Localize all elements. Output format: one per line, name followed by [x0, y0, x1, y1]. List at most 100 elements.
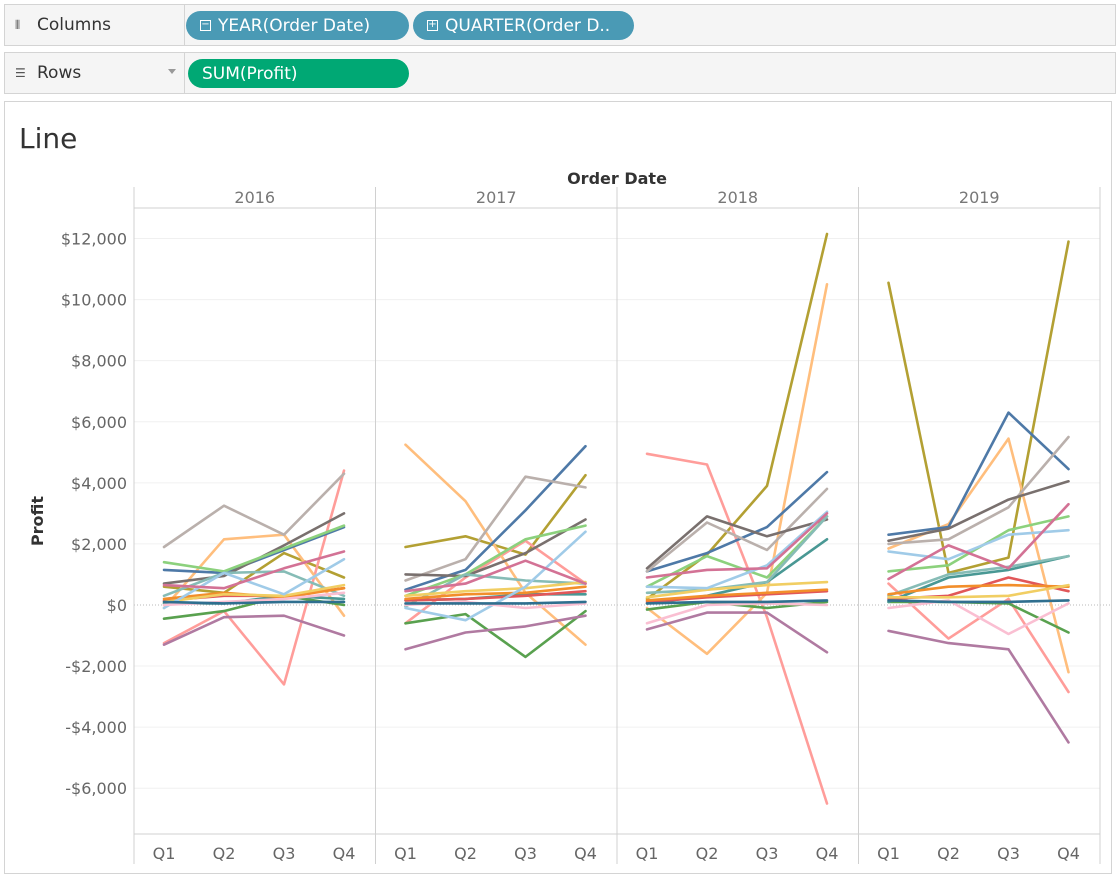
series-line-11-2018	[645, 589, 829, 604]
series-line-13-2017	[404, 580, 587, 598]
x-axis-title: Order Date	[567, 169, 667, 188]
series-line-4-2017	[404, 444, 587, 592]
quarter-label: Q4	[574, 844, 597, 863]
collapse-icon[interactable]: −	[200, 19, 211, 31]
quarter-label: Q1	[877, 844, 900, 863]
series-line-8-2017	[404, 524, 587, 598]
series-line-5-2019	[887, 435, 1070, 546]
series-line-3-2018	[645, 283, 829, 656]
series-line-15-2018	[645, 512, 829, 579]
series-line-17-2016	[162, 614, 346, 647]
series-line-12-2017	[404, 585, 587, 601]
visualization-area: Line Order Date 2016 2017 2018 2019 $12,000 $1…	[4, 101, 1112, 874]
series-line-10-2016	[162, 570, 346, 598]
y-tick-label: $8,000	[71, 352, 127, 371]
series-line-3-2019	[887, 437, 1070, 674]
series-line-17-2018	[645, 611, 829, 654]
y-tick-label: $10,000	[61, 291, 127, 310]
quarter-label: Q4	[1057, 844, 1080, 863]
series-line-16-2019	[887, 599, 1070, 636]
series-line-5-2018	[645, 487, 829, 573]
series-line-10-2019	[887, 554, 1070, 598]
series-line-17-2019	[887, 629, 1070, 744]
series-line-10-2018	[645, 515, 829, 595]
columns-shelf: ⫴ Columns − YEAR(Order Date) + QUARTER(O…	[4, 4, 1116, 46]
rows-shelf-label: ☰ Rows	[5, 53, 185, 93]
rows-icon: ☰	[15, 66, 26, 80]
quarter-label: Q1	[636, 844, 659, 863]
year-header: 2018	[717, 188, 758, 207]
quarter-label: Q2	[454, 844, 477, 863]
series-line-18-2016	[162, 600, 346, 605]
y-axis-title: Profit	[28, 496, 47, 546]
quarter-label: Q4	[816, 844, 839, 863]
series-line-12-2018	[645, 588, 829, 602]
quarter-order-date-pill-label: QUARTER(Order D..	[445, 15, 611, 36]
quarter-label: Q2	[937, 844, 960, 863]
sum-profit-pill-label: SUM(Profit)	[202, 63, 298, 84]
quarter-label: Q2	[213, 844, 236, 863]
series-line-13-2018	[645, 580, 829, 599]
columns-label: Columns	[37, 15, 111, 35]
series-line-12-2019	[887, 583, 1070, 596]
year-order-date-pill[interactable]: − YEAR(Order Date)	[186, 11, 409, 40]
rows-dropdown-icon[interactable]	[168, 69, 176, 74]
series-line-8-2016	[162, 524, 346, 573]
quarter-order-date-pill[interactable]: + QUARTER(Order D..	[413, 11, 634, 40]
y-tick-label: -$2,000	[65, 657, 127, 676]
sum-profit-pill[interactable]: SUM(Profit)	[188, 59, 409, 88]
quarter-label: Q3	[997, 844, 1020, 863]
y-tick-label: $6,000	[71, 413, 127, 432]
quarter-label: Q1	[394, 844, 417, 863]
series-line-17-2017	[404, 614, 587, 651]
rows-shelf: ☰ Rows SUM(Profit)	[4, 52, 1116, 94]
series-line-6-2017	[404, 518, 587, 578]
quarter-label: Q3	[756, 844, 779, 863]
quarter-label: Q4	[333, 844, 356, 863]
series-line-4-2018	[645, 470, 829, 573]
columns-icon: ⫴	[15, 17, 21, 32]
y-tick-label: -$4,000	[65, 718, 127, 737]
y-tick-label: $12,000	[61, 230, 127, 249]
series-line-1-2019	[887, 240, 1070, 575]
series-line-14-2018	[645, 510, 829, 590]
y-tick-label: $0	[107, 596, 127, 615]
quarter-label: Q3	[514, 844, 537, 863]
series-line-5-2016	[162, 472, 346, 549]
quarter-label: Q2	[696, 844, 719, 863]
year-header: 2016	[234, 188, 275, 207]
columns-shelf-label: ⫴ Columns	[5, 5, 185, 45]
series-line-15-2019	[887, 502, 1070, 581]
y-tick-label: -$6,000	[65, 779, 127, 798]
series-line-13-2019	[887, 583, 1070, 599]
y-tick-label: $4,000	[71, 474, 127, 493]
year-order-date-pill-label: YEAR(Order Date)	[218, 15, 371, 36]
series-line-3-2017	[404, 443, 587, 647]
series-line-13-2016	[162, 583, 346, 604]
series-line-18-2017	[404, 600, 587, 605]
line-chart: Order Date 2016 2017 2018 2019 $12,000 $10,000…	[28, 169, 1111, 864]
year-header: 2019	[959, 188, 1000, 207]
series-line-10-2017	[404, 573, 587, 608]
series-line-3-2016	[162, 533, 346, 618]
series-line-6-2019	[887, 479, 1070, 543]
series-line-2-2019	[887, 582, 1070, 694]
series-line-15-2017	[404, 559, 587, 593]
series-line-7-2017	[404, 609, 587, 659]
series-line-5-2017	[404, 475, 587, 582]
series-line-1-2018	[645, 232, 829, 601]
series-line-16-2018	[645, 602, 829, 625]
series-line-14-2016	[162, 557, 346, 610]
quarter-label: Q3	[273, 844, 296, 863]
series-line-8-2018	[645, 515, 829, 589]
series-line-18-2018	[645, 599, 829, 605]
series-line-18-2019	[887, 599, 1070, 604]
series-line-14-2019	[887, 528, 1070, 561]
y-tick-label: $2,000	[71, 535, 127, 554]
series-line-15-2016	[162, 550, 346, 590]
sheet-title: Line	[19, 122, 78, 155]
series-line-6-2018	[645, 515, 829, 570]
rows-label: Rows	[37, 63, 82, 83]
expand-icon[interactable]: +	[427, 19, 438, 31]
year-header: 2017	[476, 188, 517, 207]
